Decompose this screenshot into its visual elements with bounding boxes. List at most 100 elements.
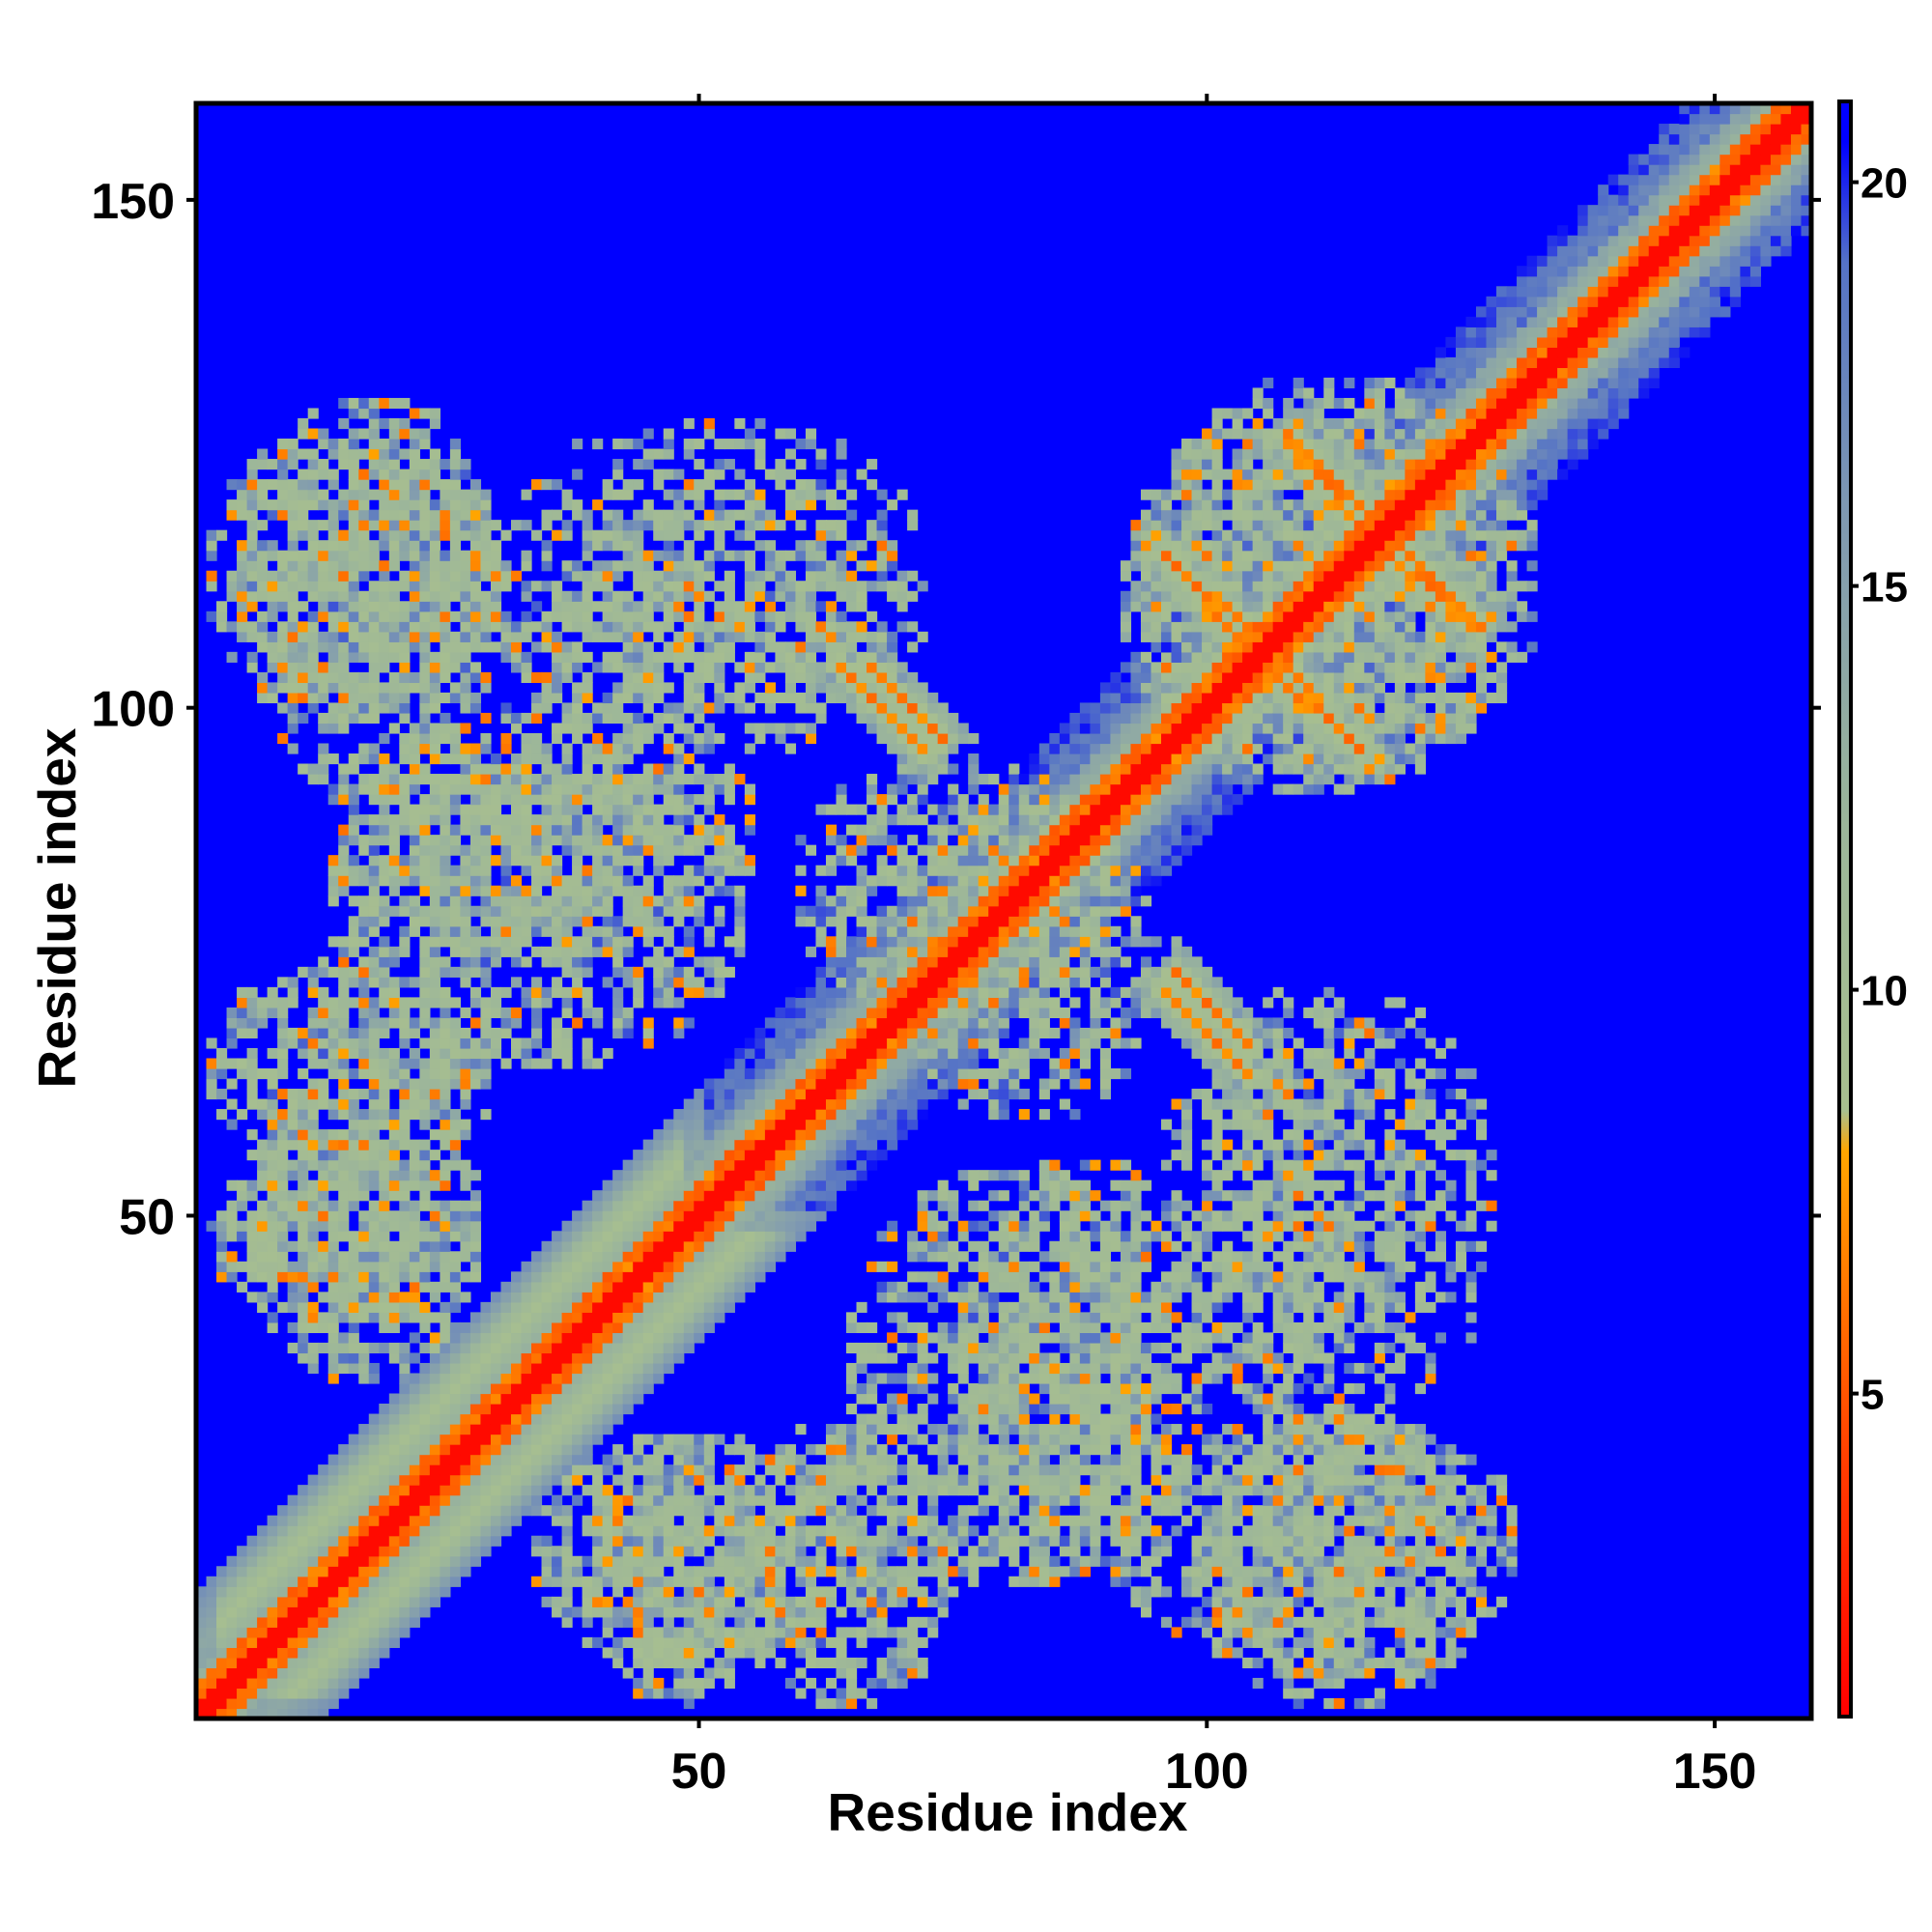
- heatmap-cell: [196, 1647, 208, 1659]
- heatmap-cell: [490, 1515, 502, 1526]
- heatmap-cell: [775, 1200, 786, 1211]
- heatmap-cell: [440, 1067, 451, 1080]
- heatmap-cell: [246, 1098, 258, 1110]
- heatmap-cell: [267, 1586, 278, 1598]
- heatmap-cell: [572, 692, 583, 704]
- heatmap-cell: [724, 1200, 735, 1211]
- heatmap-cell: [368, 702, 380, 714]
- heatmap-cell: [460, 1485, 471, 1496]
- heatmap-cell: [480, 520, 492, 531]
- heatmap-cell: [775, 1109, 786, 1121]
- heatmap-cell: [469, 1261, 482, 1272]
- heatmap-cell: [318, 956, 329, 968]
- heatmap-cell: [246, 1576, 258, 1587]
- heatmap-cell: [368, 844, 380, 856]
- heatmap-cell: [521, 743, 532, 754]
- heatmap-cell: [267, 1647, 278, 1659]
- heatmap-cell: [653, 712, 665, 724]
- heatmap-cell: [419, 763, 431, 775]
- heatmap-cell: [703, 590, 715, 602]
- heatmap-cell: [216, 1576, 228, 1587]
- heatmap-cell: [673, 1231, 685, 1242]
- heatmap-cell: [440, 1321, 451, 1334]
- heatmap-cell: [734, 885, 746, 896]
- heatmap-cell: [469, 1505, 482, 1517]
- heatmap-cell: [348, 590, 359, 602]
- heatmap-cell: [795, 662, 807, 673]
- heatmap-cell: [764, 1586, 776, 1598]
- heatmap-cell: [633, 1525, 644, 1537]
- heatmap-cell: [683, 1261, 695, 1272]
- heatmap-cell: [602, 529, 613, 541]
- heatmap-cell: [622, 814, 634, 826]
- heatmap-cell: [663, 1179, 674, 1191]
- heatmap-cell: [531, 1454, 543, 1465]
- heatmap-cell: [642, 1159, 654, 1171]
- heatmap-cell: [327, 1292, 339, 1303]
- heatmap-cell: [602, 479, 613, 491]
- heatmap-cell: [246, 1240, 258, 1252]
- heatmap-cell: [429, 601, 440, 612]
- heatmap-cell: [673, 560, 685, 572]
- heatmap-cell: [703, 651, 715, 663]
- heatmap-cell: [653, 1688, 665, 1699]
- heatmap-cell: [541, 925, 553, 937]
- heatmap-cell: [399, 1017, 411, 1029]
- heatmap-cell: [673, 1627, 685, 1638]
- heatmap-cell: [734, 1240, 746, 1252]
- heatmap-cell: [358, 1047, 370, 1060]
- heatmap-cell: [246, 459, 258, 470]
- heatmap-cell: [521, 1474, 532, 1486]
- heatmap-cell: [734, 895, 746, 907]
- heatmap-cell: [622, 1220, 634, 1232]
- heatmap-cell: [419, 794, 431, 806]
- heatmap-cell: [734, 1170, 746, 1181]
- heatmap-cell: [653, 1301, 665, 1313]
- heatmap-cell: [602, 895, 613, 907]
- heatmap-cell: [582, 1485, 593, 1496]
- heatmap-cell: [277, 570, 289, 582]
- heatmap-cell: [298, 479, 309, 491]
- heatmap-cell: [480, 509, 492, 521]
- heatmap-cell: [572, 895, 583, 907]
- heatmap-cell: [653, 1321, 665, 1334]
- heatmap-cell: [246, 1231, 258, 1242]
- heatmap-cell: [206, 1627, 217, 1638]
- heatmap-cell: [582, 1434, 593, 1445]
- heatmap-cell: [379, 1210, 390, 1222]
- heatmap-cell: [469, 1058, 482, 1069]
- heatmap-cell: [531, 479, 543, 491]
- heatmap-cell: [815, 529, 827, 541]
- heatmap-cell: [348, 1362, 359, 1375]
- heatmap-cell: [277, 1179, 289, 1191]
- heatmap-cell: [754, 1067, 766, 1080]
- heatmap-cell: [622, 651, 634, 663]
- heatmap-cell: [775, 1089, 786, 1100]
- heatmap-cell: [795, 1515, 807, 1526]
- heatmap-cell: [815, 1078, 827, 1090]
- heatmap-cell: [480, 1494, 492, 1506]
- heatmap-cell: [836, 1546, 847, 1557]
- heatmap-cell: [379, 905, 390, 917]
- heatmap-cell: [744, 671, 755, 683]
- heatmap-cell: [663, 1342, 674, 1354]
- heatmap-cell: [836, 529, 847, 541]
- heatmap-cell: [572, 1352, 583, 1364]
- heatmap-cell: [642, 1179, 654, 1191]
- heatmap-cell: [764, 1139, 776, 1151]
- heatmap-cell: [714, 601, 725, 612]
- heatmap-cell: [500, 875, 512, 887]
- heatmap-cell: [703, 1494, 715, 1506]
- heatmap-cell: [379, 1485, 390, 1496]
- heatmap-cell: [287, 1037, 298, 1049]
- heatmap-cell: [541, 479, 553, 491]
- heatmap-cell: [267, 641, 278, 653]
- heatmap-cell: [277, 581, 289, 592]
- heatmap-cell: [327, 641, 339, 653]
- heatmap-cell: [572, 966, 583, 978]
- heatmap-cell: [490, 783, 502, 795]
- heatmap-cell: [521, 956, 532, 968]
- heatmap-cell: [653, 1454, 665, 1465]
- heatmap-cell: [429, 469, 440, 480]
- heatmap-cell: [368, 712, 380, 724]
